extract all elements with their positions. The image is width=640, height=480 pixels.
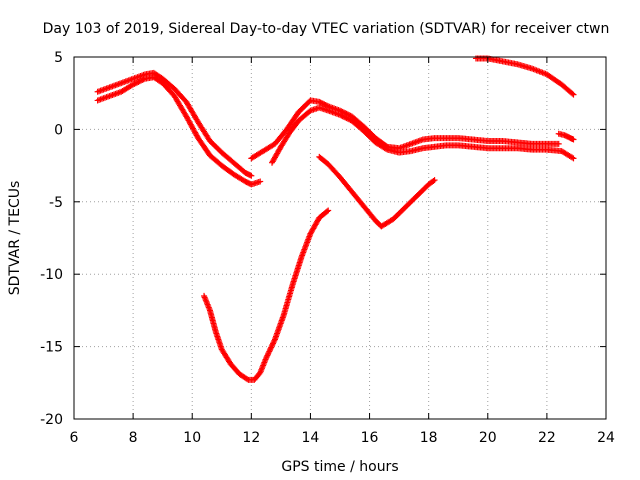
data-point xyxy=(346,112,353,119)
data-point xyxy=(265,351,272,358)
data-point xyxy=(270,339,277,346)
data-point xyxy=(383,142,390,149)
x-axis-label: GPS time / hours xyxy=(281,459,398,475)
series-track-g xyxy=(201,207,332,383)
data-points xyxy=(94,55,577,383)
series-track-a xyxy=(94,74,264,188)
y-tick-label: -5 xyxy=(49,195,63,211)
data-point xyxy=(134,79,141,86)
y-tick-label: 0 xyxy=(54,122,63,138)
x-tick-label: 18 xyxy=(420,430,438,446)
y-tick-label: -15 xyxy=(40,340,63,356)
data-point xyxy=(340,109,347,116)
data-point xyxy=(342,110,349,117)
series-track-d xyxy=(248,97,562,162)
data-point xyxy=(338,108,345,115)
y-axis-label: SDTVAR / TECUs xyxy=(7,181,23,296)
x-tick-label: 8 xyxy=(129,430,138,446)
series-track-b xyxy=(94,69,255,179)
data-point xyxy=(569,90,576,97)
data-point xyxy=(257,178,264,185)
data-point xyxy=(268,343,275,350)
data-point xyxy=(271,337,278,344)
plot-frame xyxy=(73,56,607,420)
data-point xyxy=(325,207,332,214)
data-point xyxy=(569,154,576,161)
data-point xyxy=(431,177,438,184)
data-point xyxy=(430,177,437,184)
data-point xyxy=(266,348,273,355)
axis-ticks: 6 8 10 12 14 16 18 20 22 24 -20 -15 -10 -5 0 5 xyxy=(40,50,615,446)
data-point xyxy=(570,91,577,98)
x-tick-label: 20 xyxy=(479,430,497,446)
data-point xyxy=(270,340,277,347)
data-point xyxy=(263,353,270,360)
series-track-c xyxy=(269,104,577,166)
chart-title: Day 103 of 2019, Sidereal Day-to-day VTE… xyxy=(43,21,610,37)
data-point xyxy=(244,376,251,383)
data-point xyxy=(263,355,270,362)
x-tick-label: 14 xyxy=(302,430,320,446)
data-point xyxy=(268,344,275,351)
data-point xyxy=(266,347,273,354)
series-track-h xyxy=(472,55,577,98)
data-point xyxy=(265,349,272,356)
data-point xyxy=(267,345,274,352)
series-track-e xyxy=(555,130,577,143)
y-tick-label: 5 xyxy=(54,50,63,66)
data-point xyxy=(570,136,577,143)
data-point xyxy=(555,140,562,147)
data-point xyxy=(269,341,276,348)
y-tick-label: -20 xyxy=(40,412,63,428)
data-point xyxy=(570,155,577,162)
data-point xyxy=(323,102,330,109)
data-point xyxy=(337,107,343,114)
y-tick-label: -10 xyxy=(40,267,63,283)
data-point xyxy=(344,111,351,118)
x-tick-label: 16 xyxy=(361,430,379,446)
data-point xyxy=(339,108,346,115)
data-point xyxy=(130,81,137,88)
data-point xyxy=(132,80,139,87)
data-point xyxy=(248,172,255,179)
data-point xyxy=(324,208,331,215)
data-point xyxy=(135,78,142,85)
x-tick-label: 22 xyxy=(538,430,556,446)
data-point xyxy=(136,78,143,85)
series-track-f xyxy=(316,153,438,230)
x-tick-label: 6 xyxy=(70,430,79,446)
data-point xyxy=(343,110,350,117)
x-tick-label: 10 xyxy=(183,430,201,446)
x-tick-label: 12 xyxy=(242,430,260,446)
x-tick-label: 24 xyxy=(597,430,615,446)
data-point xyxy=(131,80,138,87)
data-point xyxy=(264,352,271,359)
